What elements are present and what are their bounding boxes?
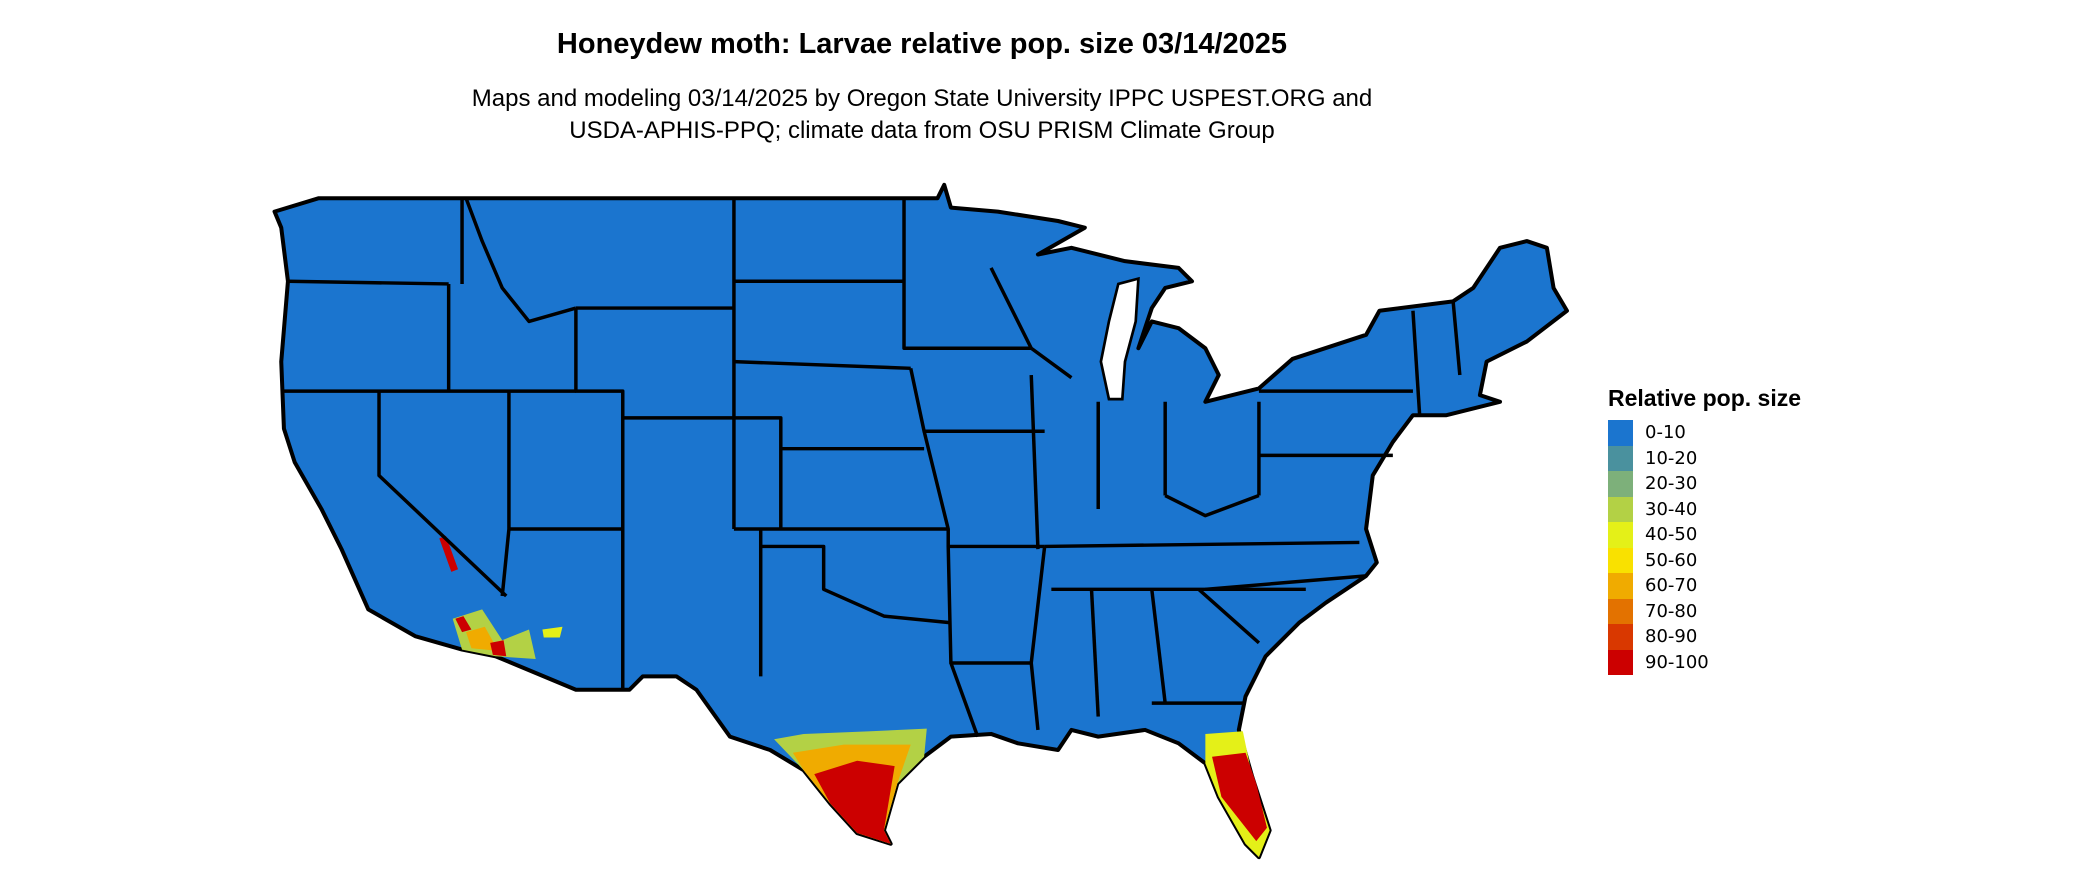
us-outline <box>272 182 1569 860</box>
legend-swatch <box>1608 624 1633 650</box>
texas-hotspot-red <box>814 760 895 844</box>
legend-items: 0-10 10-20 20-30 30-40 40-50 50-60 60-70 70-80 8… <box>1608 420 1801 675</box>
legend-label: 20-30 <box>1645 473 1698 495</box>
legend-label: 90-100 <box>1645 651 1709 673</box>
legend-item: 0-10 <box>1608 420 1801 446</box>
legend-swatch <box>1608 649 1633 675</box>
legend-label: 80-90 <box>1645 626 1698 648</box>
legend-item: 60-70 <box>1608 573 1801 599</box>
legend-label: 30-40 <box>1645 498 1698 520</box>
legend-label: 50-60 <box>1645 549 1698 571</box>
socal-hotspot-orange <box>466 626 499 651</box>
legend-label: 10-20 <box>1645 447 1698 469</box>
arizona-hotspot-yellow <box>542 626 563 638</box>
florida-hotspot-red <box>1212 752 1267 842</box>
legend-item: 80-90 <box>1608 624 1801 650</box>
legend-item: 90-100 <box>1608 649 1801 675</box>
legend-item: 10-20 <box>1608 445 1801 471</box>
map-subtitle-line1: Maps and modeling 03/14/2025 by Oregon S… <box>471 85 1373 112</box>
legend-swatch <box>1608 471 1633 497</box>
legend-swatch <box>1608 445 1633 471</box>
legend: Relative pop. size 0-10 10-20 20-30 30-40 40… <box>1608 385 1801 675</box>
legend-item: 50-60 <box>1608 547 1801 573</box>
legend-swatch <box>1608 420 1633 446</box>
legend-label: 0-10 <box>1645 422 1686 444</box>
legend-swatch <box>1608 547 1633 573</box>
map-title: Honeydew moth: Larvae relative pop. size… <box>556 28 1288 60</box>
legend-item: 20-30 <box>1608 471 1801 497</box>
legend-item: 70-80 <box>1608 598 1801 624</box>
legend-item: 30-40 <box>1608 496 1801 522</box>
socal-hotspot-red-strip <box>439 535 459 572</box>
legend-label: 60-70 <box>1645 575 1698 597</box>
legend-label: 70-80 <box>1645 600 1698 622</box>
legend-swatch <box>1608 573 1633 599</box>
map-subtitle-line2: USDA-APHIS-PPQ; climate data from OSU PR… <box>569 117 1275 144</box>
lake-michigan <box>1099 276 1140 401</box>
hotspots <box>439 535 1270 858</box>
legend-swatch <box>1608 522 1633 548</box>
socal-hotspot-red <box>455 616 507 657</box>
state-borders <box>283 197 1462 738</box>
legend-item: 40-50 <box>1608 522 1801 548</box>
legend-swatch <box>1608 598 1633 624</box>
legend-label: 40-50 <box>1645 524 1698 546</box>
legend-title: Relative pop. size <box>1608 385 1802 411</box>
legend-swatch <box>1608 496 1633 522</box>
